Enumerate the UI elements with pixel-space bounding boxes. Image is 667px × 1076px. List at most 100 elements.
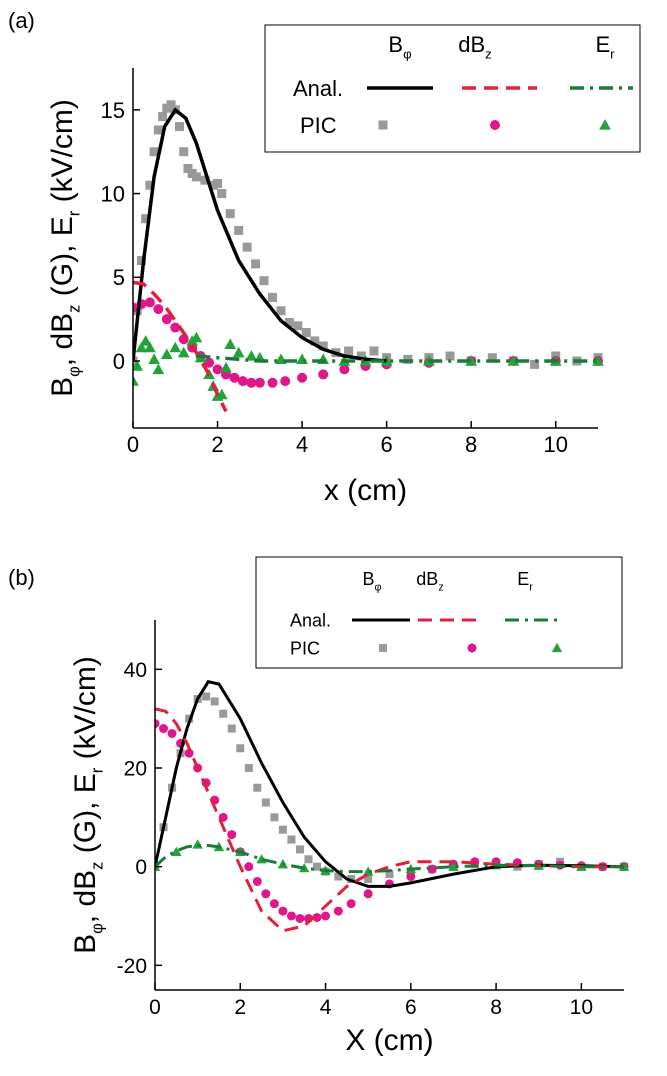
x-tick-label: 4: [320, 996, 332, 1019]
data-line: [133, 280, 228, 413]
x-tick-label: 4: [296, 432, 308, 457]
legend-column-head: dBz: [458, 32, 492, 62]
legend: Bφ dBz Er Anal. PIC: [255, 556, 623, 669]
data-marker: [339, 364, 350, 375]
data-line: [155, 844, 624, 874]
data-marker: [284, 318, 294, 328]
legend-head-sub: φ: [375, 581, 382, 593]
data-marker: [224, 338, 237, 349]
plot-area: [133, 100, 604, 413]
legend-row-label: PIC: [300, 113, 337, 138]
data-marker: [135, 341, 148, 353]
data-marker: [304, 855, 313, 864]
data-marker: [269, 899, 279, 909]
data-marker: [242, 242, 252, 252]
data-marker: [253, 783, 262, 792]
x-tick-label: 2: [211, 432, 223, 457]
x-axis-title: X (cm): [345, 1024, 433, 1057]
data-marker: [227, 724, 236, 733]
data-marker: [200, 175, 210, 185]
y-title-part: (G), E: [69, 773, 102, 861]
data-marker: [170, 322, 181, 333]
data-marker: [245, 350, 258, 361]
data-marker: [229, 372, 240, 383]
legend-head-sub: r: [610, 47, 615, 62]
data-marker: [232, 346, 245, 358]
panel-tag: (a): [8, 8, 35, 33]
legend-head-sub: r: [529, 581, 533, 593]
x-tick-label: 6: [405, 996, 417, 1019]
data-marker: [160, 348, 173, 360]
x-tick-label: 2: [234, 996, 246, 1019]
data-marker: [161, 314, 172, 325]
y-tick-label: 15: [101, 98, 125, 123]
y-title-sub: φ: [89, 923, 107, 934]
data-marker: [149, 147, 159, 157]
data-marker: [313, 862, 322, 871]
data-marker: [171, 846, 182, 857]
data-marker: [167, 728, 177, 738]
data-marker: [191, 172, 201, 182]
y-title-sub: z: [66, 305, 84, 313]
data-marker: [225, 209, 235, 219]
data-marker: [270, 813, 279, 822]
data-marker: [356, 351, 366, 361]
data-marker: [364, 875, 373, 883]
data-marker: [210, 697, 219, 706]
data-marker: [318, 369, 329, 380]
panel-tag: (b): [8, 565, 35, 590]
data-marker: [321, 911, 331, 921]
data-marker: [220, 361, 232, 373]
data-marker: [268, 292, 277, 302]
data-marker: [252, 876, 262, 886]
y-title-sub: z: [89, 862, 107, 870]
data-marker: [141, 214, 151, 224]
data-marker: [334, 872, 343, 881]
x-tick-label: 0: [149, 996, 161, 1019]
data-line: [133, 107, 387, 363]
data-marker: [278, 906, 288, 916]
plot-area: [155, 680, 630, 933]
data-marker: [280, 376, 291, 387]
data-marker: [133, 375, 139, 386]
legend-row-label: Anal.: [290, 610, 331, 630]
y-title-part: , dB: [46, 313, 79, 366]
legend-head-base: B: [362, 569, 374, 589]
data-marker: [254, 377, 265, 388]
y-axis-title: Bφ, dBz (G), Er (kV/cm): [46, 99, 84, 397]
legend-column-head: Bφ: [388, 32, 411, 62]
legend-head-base: dB: [416, 569, 438, 589]
data-marker: [179, 147, 189, 157]
data-marker: [202, 692, 211, 701]
data-marker: [385, 870, 394, 879]
data-marker: [155, 719, 160, 729]
data-marker: [166, 100, 176, 110]
data-marker: [237, 376, 248, 387]
data-marker: [445, 351, 455, 361]
legend-row-label: PIC: [290, 638, 320, 658]
data-marker: [297, 372, 308, 383]
data-marker: [227, 830, 237, 840]
data-marker: [236, 744, 245, 753]
data-marker: [301, 328, 311, 338]
data-marker: [136, 256, 146, 266]
data-marker: [192, 839, 203, 849]
legend-head-base: E: [517, 569, 529, 589]
data-marker: [184, 748, 194, 758]
data-marker: [215, 388, 228, 400]
legend-column-head: Bφ: [362, 569, 381, 593]
data-marker: [344, 346, 354, 356]
y-title-part: (kV/cm): [46, 99, 79, 211]
legend-swatch: [379, 644, 387, 652]
y-title-part: (kV/cm): [69, 656, 102, 768]
x-axis-title: x (cm): [324, 474, 407, 507]
data-marker: [152, 363, 165, 375]
data-marker: [507, 355, 520, 366]
legend-swatch: [551, 642, 563, 653]
legend-column-head: Er: [595, 32, 615, 62]
data-marker: [169, 341, 182, 353]
y-title-sub: r: [89, 767, 107, 773]
data-marker: [183, 163, 193, 173]
data-marker: [158, 112, 168, 122]
